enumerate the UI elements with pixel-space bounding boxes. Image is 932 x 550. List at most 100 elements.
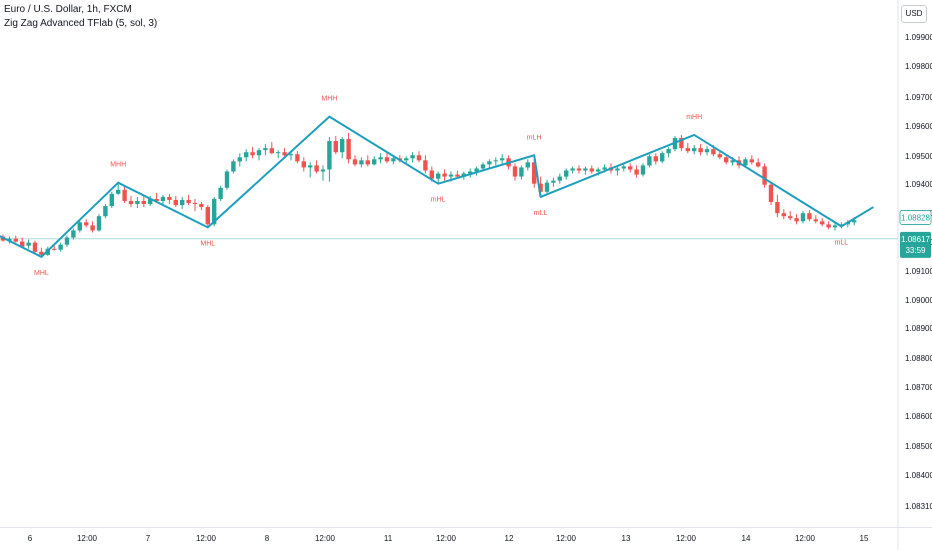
y-tick-label: 1.09000 — [905, 296, 932, 305]
candle-body — [186, 199, 191, 204]
candle-body — [103, 206, 108, 217]
candle-body — [474, 168, 479, 172]
x-tick-label: 12:00 — [196, 534, 217, 543]
y-tick-label: 1.08310 — [905, 502, 932, 511]
candle-body — [333, 141, 338, 153]
zigzag-pivot-label: mHL — [431, 197, 446, 204]
candle-body — [26, 242, 31, 246]
candle-body — [365, 160, 370, 165]
candle-body — [109, 193, 114, 207]
candle-body — [455, 174, 460, 177]
candle-body — [308, 165, 313, 168]
candle-body — [180, 199, 185, 206]
candle-body — [167, 196, 172, 200]
candle-body — [794, 218, 799, 222]
candle-body — [762, 166, 767, 185]
candle-body — [391, 158, 396, 162]
candle-body — [244, 152, 249, 158]
candle-body — [557, 176, 562, 181]
candle-body — [154, 198, 159, 201]
candle-body — [442, 173, 447, 177]
candle-body — [704, 149, 710, 153]
candle-body — [404, 158, 409, 161]
candle-body — [205, 207, 210, 225]
y-tick-label: 1.09900 — [905, 33, 932, 42]
last-value-box — [899, 210, 932, 225]
y-tick-label: 1.09700 — [905, 93, 932, 102]
candle-body — [327, 141, 332, 170]
candle-body — [826, 224, 831, 228]
candle-body — [314, 165, 319, 172]
x-tick-label: 15 — [860, 534, 869, 543]
candle-body — [436, 173, 441, 179]
candle-body — [711, 149, 716, 155]
candle-body — [602, 167, 607, 170]
candle-body — [839, 224, 844, 226]
candle-body — [39, 251, 44, 255]
candle-body — [512, 166, 518, 177]
candle-body — [698, 148, 703, 153]
candle-body — [480, 164, 486, 169]
candle-body — [679, 137, 684, 149]
candle-body — [58, 244, 63, 250]
y-tick-label: 1.08900 — [905, 324, 932, 333]
zigzag-pivot-label: MHL — [200, 240, 215, 247]
x-tick-label: 6 — [28, 534, 33, 543]
y-tick-label: 1.09500 — [905, 152, 932, 161]
candle-body — [666, 149, 671, 154]
candle-body — [788, 216, 793, 219]
bar-countdown-label: 33:59 — [905, 246, 926, 255]
candle-body — [263, 148, 268, 151]
y-tick-label: 1.08500 — [905, 442, 932, 451]
candle-body — [237, 157, 242, 162]
candle-body — [749, 159, 754, 163]
candle-body — [660, 153, 665, 162]
current-price-tag — [900, 231, 931, 258]
candle-body — [20, 241, 25, 247]
x-tick-label: 14 — [742, 534, 751, 543]
candle-body — [743, 159, 748, 166]
y-tick-label: 1.09600 — [905, 122, 932, 131]
candle-body — [800, 213, 806, 222]
candle-body — [301, 161, 306, 168]
candle-body — [90, 225, 95, 231]
currency-button[interactable]: USD — [901, 5, 927, 23]
y-tick-label: 1.08400 — [905, 471, 932, 480]
candle-body — [493, 160, 498, 162]
candle-body — [768, 184, 774, 202]
candle-body — [352, 159, 358, 165]
candle-body — [730, 160, 735, 163]
candle-body — [288, 154, 294, 156]
candle-body — [538, 183, 543, 192]
candle-body — [596, 169, 601, 172]
candle-body — [634, 169, 639, 175]
candle-body — [218, 187, 223, 199]
candle-body — [340, 139, 345, 153]
candle-body — [589, 168, 594, 172]
candle-body — [256, 150, 262, 156]
candle-body — [551, 180, 556, 183]
x-tick-label: 7 — [146, 534, 151, 543]
candle-body — [384, 157, 390, 162]
y-tick-label: 1.08800 — [905, 354, 932, 363]
candle-body — [199, 204, 204, 208]
candle-body — [852, 220, 857, 223]
candle-body — [487, 161, 492, 165]
x-tick-label: 12:00 — [676, 534, 697, 543]
candle-body — [461, 173, 466, 177]
candle-body — [359, 160, 364, 165]
candle-body — [192, 203, 198, 205]
candle-body — [224, 171, 230, 188]
candle-body — [64, 237, 70, 245]
candle-body — [820, 221, 825, 225]
zigzag-pivot-label: MHH — [321, 96, 337, 103]
candle-body — [416, 155, 422, 161]
candle-body — [628, 166, 633, 170]
candle-body — [116, 189, 121, 194]
candle-body — [429, 170, 434, 179]
candle-body — [122, 189, 127, 201]
candle-body — [282, 152, 287, 156]
zigzag-pivot-label: MHL — [34, 270, 49, 277]
